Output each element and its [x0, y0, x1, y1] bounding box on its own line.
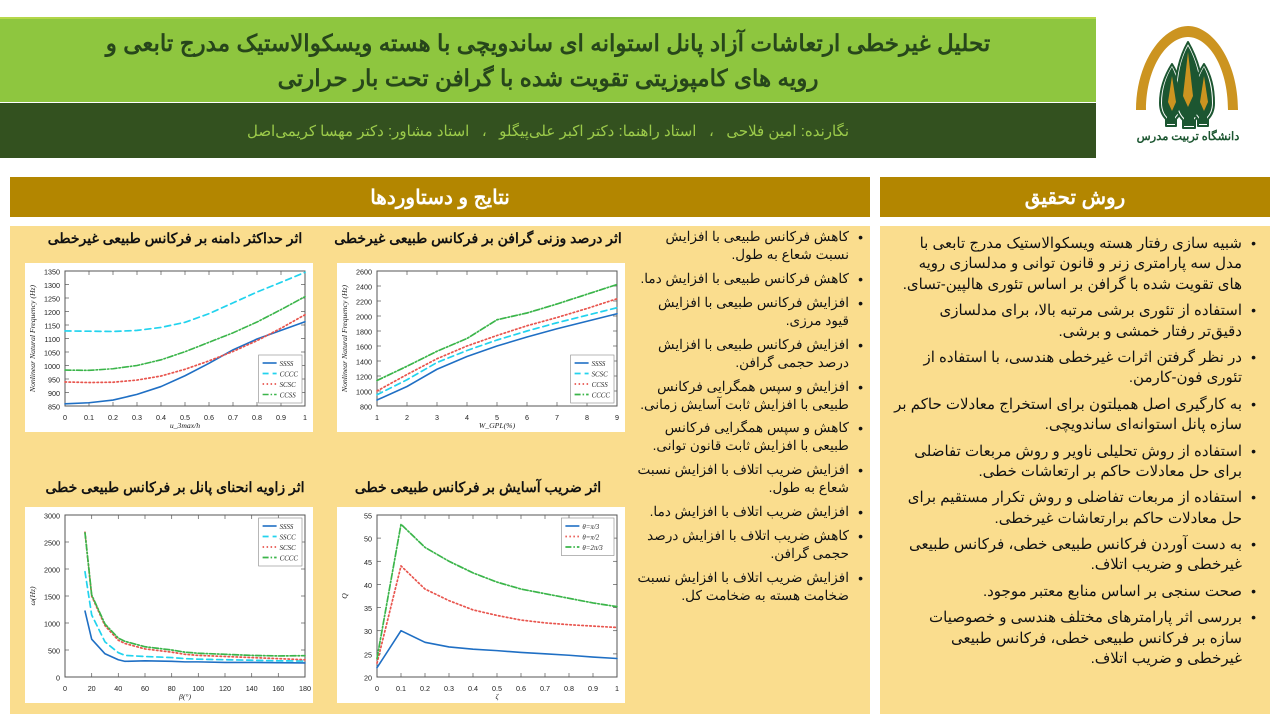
svg-text:0.4: 0.4 [156, 413, 166, 422]
svg-text:40: 40 [364, 581, 372, 590]
svg-text:55: 55 [364, 512, 372, 521]
svg-text:0: 0 [56, 674, 60, 683]
svg-text:u_3max/h: u_3max/h [170, 421, 200, 430]
svg-text:0: 0 [375, 684, 379, 693]
svg-text:0: 0 [63, 684, 67, 693]
svg-text:4: 4 [465, 413, 469, 422]
svg-text:Nonlinear Natural Frequency (H: Nonlinear Natural Frequency (Hz) [340, 285, 349, 394]
svg-text:1: 1 [303, 413, 307, 422]
svg-text:1300: 1300 [44, 281, 60, 290]
svg-text:500: 500 [48, 647, 60, 656]
svg-text:1000: 1000 [356, 388, 372, 397]
svg-text:0.1: 0.1 [396, 684, 406, 693]
svg-text:800: 800 [360, 403, 372, 412]
svg-text:SSSS: SSSS [280, 361, 294, 368]
svg-text:2: 2 [405, 413, 409, 422]
svg-text:2500: 2500 [44, 539, 60, 548]
svg-text:ω(Hz): ω(Hz) [28, 586, 37, 606]
svg-text:1: 1 [615, 684, 619, 693]
svg-text:Q: Q [340, 593, 349, 599]
svg-text:0.8: 0.8 [564, 684, 574, 693]
svg-text:0.2: 0.2 [108, 413, 118, 422]
svg-text:100: 100 [192, 684, 204, 693]
svg-text:900: 900 [48, 389, 60, 398]
svg-text:20: 20 [364, 674, 372, 683]
svg-text:CCSS: CCSS [280, 393, 297, 400]
svg-text:1400: 1400 [356, 358, 372, 367]
svg-text:2000: 2000 [356, 313, 372, 322]
svg-text:θ=π/3: θ=π/3 [582, 524, 599, 531]
svg-text:SSCC: SSCC [280, 535, 296, 542]
svg-text:0.2: 0.2 [420, 684, 430, 693]
svg-text:CCCC: CCCC [280, 556, 299, 563]
svg-text:SSSS: SSSS [592, 361, 606, 368]
svg-text:1050: 1050 [44, 349, 60, 358]
svg-text:θ=π/2: θ=π/2 [582, 535, 599, 542]
svg-text:0.6: 0.6 [516, 684, 526, 693]
svg-text:1500: 1500 [44, 593, 60, 602]
svg-text:0.1: 0.1 [84, 413, 94, 422]
svg-text:CCCC: CCCC [280, 372, 299, 379]
svg-text:0.3: 0.3 [444, 684, 454, 693]
svg-text:دانشگاه تربیت مدرس: دانشگاه تربیت مدرس [1137, 128, 1240, 144]
svg-text:0.7: 0.7 [228, 413, 238, 422]
svg-text:1100: 1100 [45, 335, 60, 344]
svg-text:25: 25 [364, 650, 372, 659]
svg-text:1350: 1350 [44, 268, 60, 277]
svg-text:140: 140 [246, 684, 258, 693]
svg-text:0.8: 0.8 [252, 413, 262, 422]
svg-text:1250: 1250 [44, 295, 60, 304]
svg-text:850: 850 [48, 403, 60, 412]
svg-text:3000: 3000 [44, 512, 60, 521]
svg-text:20: 20 [88, 684, 96, 693]
svg-text:2600: 2600 [356, 268, 372, 277]
svg-text:9: 9 [615, 413, 619, 422]
svg-text:1000: 1000 [44, 620, 60, 629]
svg-text:0: 0 [63, 413, 67, 422]
svg-text:1600: 1600 [356, 343, 372, 352]
svg-text:0.9: 0.9 [276, 413, 286, 422]
svg-text:1150: 1150 [45, 322, 60, 331]
svg-text:3: 3 [435, 413, 439, 422]
svg-text:120: 120 [219, 684, 231, 693]
svg-text:8: 8 [585, 413, 589, 422]
svg-text:30: 30 [364, 627, 372, 636]
svg-text:950: 950 [48, 376, 60, 385]
svg-text:SCSC: SCSC [280, 382, 296, 389]
svg-text:β(°): β(°) [178, 692, 191, 701]
svg-text:2200: 2200 [356, 298, 372, 307]
svg-text:60: 60 [141, 684, 149, 693]
svg-text:7: 7 [555, 413, 559, 422]
svg-text:CCCC: CCCC [592, 393, 611, 400]
svg-text:Nonlinear Natural Frequency (H: Nonlinear Natural Frequency (Hz) [28, 285, 37, 394]
svg-text:1200: 1200 [356, 373, 372, 382]
svg-text:2000: 2000 [44, 566, 60, 575]
svg-text:0.7: 0.7 [540, 684, 550, 693]
svg-text:W_GPL(%): W_GPL(%) [479, 421, 516, 430]
svg-text:50: 50 [364, 535, 372, 544]
svg-text:6: 6 [525, 413, 529, 422]
svg-text:2400: 2400 [356, 283, 372, 292]
svg-text:θ=2π/3: θ=2π/3 [582, 545, 603, 552]
svg-text:35: 35 [364, 604, 372, 613]
svg-text:0.6: 0.6 [204, 413, 214, 422]
svg-text:180: 180 [299, 684, 311, 693]
svg-text:SCSC: SCSC [280, 545, 296, 552]
svg-text:40: 40 [114, 684, 122, 693]
svg-text:160: 160 [272, 684, 284, 693]
svg-text:1000: 1000 [44, 362, 60, 371]
svg-text:1: 1 [375, 413, 379, 422]
svg-text:1800: 1800 [356, 328, 372, 337]
svg-text:CCSS: CCSS [592, 382, 609, 389]
svg-text:SCSC: SCSC [592, 372, 608, 379]
svg-text:SSSS: SSSS [280, 524, 294, 531]
svg-text:0.3: 0.3 [132, 413, 142, 422]
svg-text:0.9: 0.9 [588, 684, 598, 693]
svg-text:0.4: 0.4 [468, 684, 478, 693]
svg-text:80: 80 [168, 684, 176, 693]
svg-text:1200: 1200 [44, 308, 60, 317]
svg-text:45: 45 [364, 558, 372, 567]
